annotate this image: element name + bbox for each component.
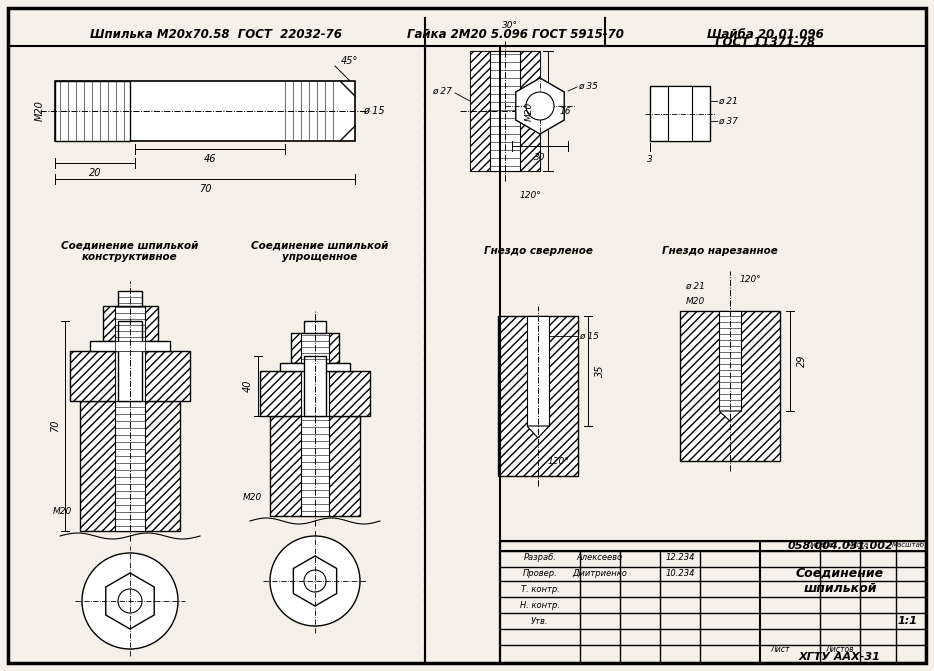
Bar xyxy=(498,316,578,476)
Text: М20: М20 xyxy=(525,101,534,121)
Text: 120°: 120° xyxy=(519,191,541,201)
Bar xyxy=(90,341,170,351)
Text: Алексеево: Алексеево xyxy=(577,554,623,562)
Bar xyxy=(115,306,145,341)
Text: Утв.: Утв. xyxy=(531,617,549,627)
Bar xyxy=(301,416,329,516)
Bar xyxy=(304,321,326,333)
Bar xyxy=(270,416,360,516)
Polygon shape xyxy=(516,78,564,134)
Bar xyxy=(115,351,145,401)
Bar xyxy=(115,341,145,351)
Bar xyxy=(490,51,520,171)
Text: М20: М20 xyxy=(35,101,45,121)
Text: Гнездо сверленое: Гнездо сверленое xyxy=(484,246,592,256)
Text: Соединение шпилькой
упрощенное: Соединение шпилькой упрощенное xyxy=(251,240,389,262)
Text: 40: 40 xyxy=(243,380,253,393)
Text: 12.234: 12.234 xyxy=(665,554,695,562)
Polygon shape xyxy=(527,426,549,438)
Text: Соединение шпилькой
конструктивное: Соединение шпилькой конструктивное xyxy=(62,240,199,262)
Bar xyxy=(103,306,158,341)
Text: 20: 20 xyxy=(89,168,101,178)
Text: ХГТУ ААХ-31: ХГТУ ААХ-31 xyxy=(800,652,881,662)
Bar xyxy=(291,333,339,363)
Text: М20: М20 xyxy=(243,493,262,503)
Bar xyxy=(118,321,142,401)
Text: Соединение
шпилькой: Соединение шпилькой xyxy=(796,567,884,595)
Text: 70: 70 xyxy=(199,184,211,194)
Text: 120°: 120° xyxy=(739,274,761,284)
Text: Масса: Масса xyxy=(847,542,870,548)
Text: ГОСТ 11371-78: ГОСТ 11371-78 xyxy=(715,36,815,50)
Text: 70: 70 xyxy=(50,420,60,432)
Text: ø 27: ø 27 xyxy=(432,87,452,95)
Bar xyxy=(70,351,190,401)
Bar xyxy=(115,401,145,531)
Text: ø 21: ø 21 xyxy=(718,97,738,105)
Bar xyxy=(470,51,540,171)
Text: 120°: 120° xyxy=(548,456,570,466)
Text: Масштаб: Масштаб xyxy=(891,542,925,548)
Bar xyxy=(80,401,180,531)
Text: ø 15: ø 15 xyxy=(579,331,599,340)
Text: 29: 29 xyxy=(797,355,807,367)
Text: Провер.: Провер. xyxy=(523,570,558,578)
Bar xyxy=(527,316,549,426)
Circle shape xyxy=(304,570,326,592)
Circle shape xyxy=(82,553,178,649)
Text: Дмитриенко: Дмитриенко xyxy=(573,570,628,578)
Circle shape xyxy=(270,536,360,626)
Text: Разраб.: Разраб. xyxy=(524,554,557,562)
Text: Н. контр.: Н. контр. xyxy=(520,601,560,611)
Text: Листов: Листов xyxy=(826,645,855,654)
Text: 1:1: 1:1 xyxy=(898,616,918,626)
Text: Лист: Лист xyxy=(771,645,790,654)
Bar xyxy=(500,541,926,663)
Text: Т. контр.: Т. контр. xyxy=(520,586,559,595)
Bar xyxy=(668,86,692,141)
Bar xyxy=(301,333,329,363)
Bar xyxy=(55,81,130,141)
Text: 30: 30 xyxy=(534,154,545,162)
Circle shape xyxy=(118,589,142,613)
Polygon shape xyxy=(719,411,741,421)
Text: 30°: 30° xyxy=(502,21,518,30)
Bar xyxy=(650,86,710,141)
Bar xyxy=(719,311,741,411)
Text: 46: 46 xyxy=(204,154,217,164)
Text: 35: 35 xyxy=(595,365,605,377)
Text: 058.004.031.002: 058.004.031.002 xyxy=(787,541,893,551)
Text: Шайба 20.01.096: Шайба 20.01.096 xyxy=(707,28,824,42)
Bar xyxy=(280,363,350,371)
Text: Гнездо нарезанное: Гнездо нарезанное xyxy=(662,246,778,256)
Text: М20: М20 xyxy=(52,507,72,515)
Polygon shape xyxy=(106,573,154,629)
Text: Шпилька М20х70.58  ГОСТ  22032-76: Шпилька М20х70.58 ГОСТ 22032-76 xyxy=(90,28,342,40)
Circle shape xyxy=(526,92,554,120)
Polygon shape xyxy=(293,556,336,606)
Bar xyxy=(55,81,355,141)
Text: ø 21: ø 21 xyxy=(686,282,705,291)
Bar xyxy=(301,371,329,416)
Text: Литера: Литера xyxy=(807,542,833,548)
Bar xyxy=(304,356,326,416)
Text: 10.234: 10.234 xyxy=(665,570,695,578)
Text: ø 15: ø 15 xyxy=(363,106,385,116)
Text: ø 37: ø 37 xyxy=(718,117,738,125)
Bar xyxy=(260,371,370,416)
Text: М20: М20 xyxy=(686,297,705,305)
Text: 3: 3 xyxy=(647,154,653,164)
Bar xyxy=(118,291,142,306)
Bar xyxy=(470,51,540,171)
Text: 16: 16 xyxy=(560,107,572,115)
Text: Гайка 2М20 5.096 ГОСТ 5915-70: Гайка 2М20 5.096 ГОСТ 5915-70 xyxy=(406,28,623,40)
Text: 45°: 45° xyxy=(341,56,359,66)
Bar xyxy=(680,311,780,461)
Text: ø 35: ø 35 xyxy=(578,81,598,91)
